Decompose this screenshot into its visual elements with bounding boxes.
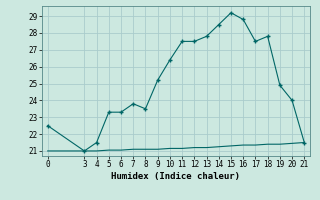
X-axis label: Humidex (Indice chaleur): Humidex (Indice chaleur) — [111, 172, 241, 181]
